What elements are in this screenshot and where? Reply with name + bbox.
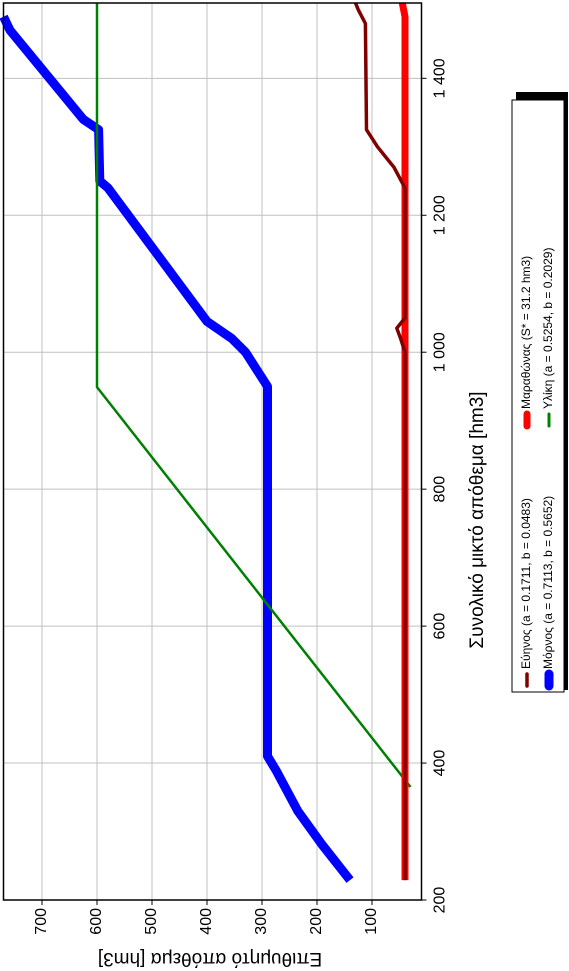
x-tick-label: 1 000 xyxy=(432,332,449,372)
x-tick-label: 800 xyxy=(432,476,449,503)
legend-box xyxy=(511,99,565,693)
plot-area xyxy=(0,2,427,905)
y-tick-label: 400 xyxy=(198,908,215,935)
series-line xyxy=(0,14,354,883)
y-axis-title: Επιθυμητό απόθεμα [hm3] xyxy=(98,948,322,969)
y-tick-label: 300 xyxy=(253,908,270,935)
y-tick-label: 700 xyxy=(33,908,50,935)
series-line xyxy=(353,2,407,881)
legend-label: Υλίκη (a = 0.5254, b = 0.2029) xyxy=(541,248,555,409)
y-tick-label: 500 xyxy=(143,908,160,935)
x-tick-label: 1 200 xyxy=(432,195,449,235)
x-tick-label: 400 xyxy=(432,750,449,777)
x-tick-label: 1 400 xyxy=(432,58,449,98)
legend-label: Μόρνος (a = 0.7113, b = 0.5652) xyxy=(541,496,555,669)
x-tick-label: 600 xyxy=(432,613,449,640)
x-tick-label: 200 xyxy=(432,887,449,914)
y-tick-label: 100 xyxy=(363,908,380,935)
legend-label: Εύηνος (a = 0.1711, b = 0.0483) xyxy=(519,498,533,669)
legend-label: Μαραθώνας (S* = 31.2 hm3) xyxy=(519,256,533,409)
series-line xyxy=(95,3,412,788)
x-axis-title: Συνολικό μικτό απόθεμα [hm3] xyxy=(467,391,488,648)
y-tick-label: 200 xyxy=(308,908,325,935)
y-tick-label: 600 xyxy=(88,908,105,935)
plot-frame xyxy=(2,2,423,901)
